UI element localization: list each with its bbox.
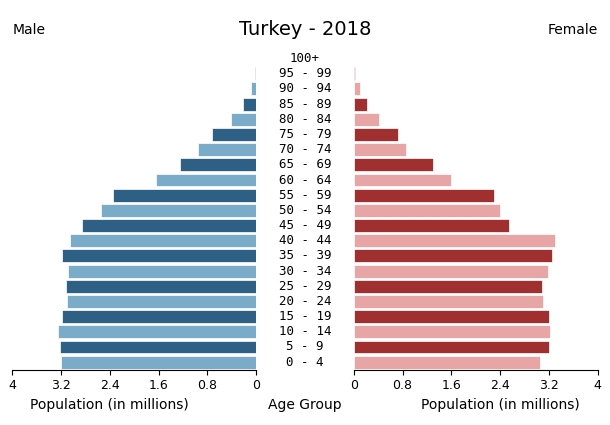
Bar [70, 234, 256, 247]
Bar [62, 310, 256, 323]
Bar [354, 249, 552, 262]
Bar [354, 173, 451, 187]
Bar [354, 340, 549, 354]
Bar [66, 280, 256, 293]
Text: Age Group: Age Group [268, 398, 342, 412]
Bar [243, 98, 256, 110]
Bar [198, 143, 256, 156]
Text: Turkey - 2018: Turkey - 2018 [239, 20, 371, 39]
Text: 60 - 64: 60 - 64 [279, 173, 331, 187]
Bar [354, 204, 500, 217]
Text: 65 - 69: 65 - 69 [279, 159, 331, 171]
Text: Population (in millions): Population (in millions) [421, 398, 580, 412]
Bar [354, 98, 367, 110]
Bar [354, 113, 379, 126]
Bar [354, 82, 360, 95]
Text: 50 - 54: 50 - 54 [279, 204, 331, 217]
Text: 70 - 74: 70 - 74 [279, 143, 331, 156]
Text: 35 - 39: 35 - 39 [279, 249, 331, 262]
Text: 75 - 79: 75 - 79 [279, 128, 331, 141]
Bar [354, 326, 550, 338]
Text: 20 - 24: 20 - 24 [279, 295, 331, 308]
Bar [212, 128, 256, 141]
Bar [354, 356, 540, 368]
Text: 95 - 99: 95 - 99 [279, 67, 331, 80]
Text: 25 - 29: 25 - 29 [279, 280, 331, 293]
Bar [82, 219, 256, 232]
Text: 55 - 59: 55 - 59 [279, 189, 331, 202]
Bar [255, 67, 256, 80]
Text: Female: Female [548, 23, 598, 37]
Text: 10 - 14: 10 - 14 [279, 325, 331, 338]
Bar [354, 189, 494, 201]
Text: 40 - 44: 40 - 44 [279, 234, 331, 247]
Bar [113, 189, 256, 201]
Bar [58, 326, 256, 338]
Text: 30 - 34: 30 - 34 [279, 265, 331, 278]
Bar [354, 265, 548, 278]
Bar [354, 234, 555, 247]
Bar [180, 159, 256, 171]
Bar [60, 340, 256, 354]
Bar [354, 295, 543, 308]
Text: 0 - 4: 0 - 4 [286, 356, 324, 368]
Text: 5 - 9: 5 - 9 [286, 340, 324, 354]
Text: 90 - 94: 90 - 94 [279, 82, 331, 96]
Text: 100+: 100+ [290, 52, 320, 65]
Bar [61, 356, 256, 368]
Text: 15 - 19: 15 - 19 [279, 310, 331, 323]
Text: 45 - 49: 45 - 49 [279, 219, 331, 232]
Bar [354, 128, 398, 141]
Bar [354, 159, 433, 171]
Text: 85 - 89: 85 - 89 [279, 98, 331, 110]
Text: 80 - 84: 80 - 84 [279, 113, 331, 126]
Bar [68, 265, 256, 278]
Text: Male: Male [12, 23, 45, 37]
Bar [354, 310, 549, 323]
Bar [354, 219, 509, 232]
Bar [354, 67, 355, 80]
Bar [62, 249, 256, 262]
Bar [231, 113, 256, 126]
Text: Population (in millions): Population (in millions) [30, 398, 189, 412]
Bar [156, 173, 256, 187]
Bar [354, 143, 406, 156]
Bar [101, 204, 256, 217]
Bar [251, 82, 256, 95]
Bar [354, 280, 542, 293]
Bar [67, 295, 256, 308]
